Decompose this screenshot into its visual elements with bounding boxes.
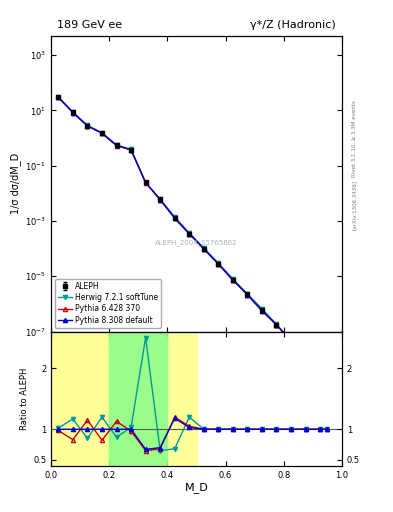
Y-axis label: 1/σ dσ/dM_D: 1/σ dσ/dM_D (10, 153, 21, 215)
Pythia 6.428 370 (158, 197, 163, 203)
Pythia 8.308 default (173, 215, 177, 221)
Text: 189 GeV ee: 189 GeV ee (57, 20, 122, 30)
Pythia 8.308 default (187, 230, 192, 237)
Pythia 6.428 370 (318, 371, 323, 377)
Pythia 6.428 370 (245, 292, 250, 298)
Pythia 6.428 370 (143, 180, 148, 186)
Pythia 8.308 default (216, 261, 221, 267)
Pythia 6.428 370 (56, 94, 61, 100)
Pythia 8.308 default (71, 110, 75, 116)
Herwig 7.2.1 softTune (129, 146, 134, 153)
Pythia 8.308 default (231, 277, 235, 283)
Line: Pythia 8.308 default: Pythia 8.308 default (56, 95, 329, 376)
Pythia 6.428 370 (100, 130, 105, 136)
Pythia 6.428 370 (71, 110, 75, 116)
Pythia 8.308 default (129, 147, 134, 153)
Herwig 7.2.1 softTune (303, 353, 308, 359)
Text: ALEPH_2004_S5765862: ALEPH_2004_S5765862 (155, 240, 238, 246)
Herwig 7.2.1 softTune (114, 142, 119, 148)
Herwig 7.2.1 softTune (216, 260, 221, 266)
Pythia 6.428 370 (325, 360, 330, 366)
Bar (51, 332, 196, 466)
Y-axis label: Ratio to ALEPH: Ratio to ALEPH (20, 368, 29, 430)
Herwig 7.2.1 softTune (318, 370, 323, 376)
Pythia 6.428 370 (289, 338, 294, 345)
Pythia 6.428 370 (231, 277, 235, 283)
Herwig 7.2.1 softTune (100, 130, 105, 136)
Pythia 8.308 default (56, 94, 61, 100)
Line: Pythia 6.428 370: Pythia 6.428 370 (56, 95, 329, 376)
Text: γ*/Z (Hadronic): γ*/Z (Hadronic) (250, 20, 336, 30)
Herwig 7.2.1 softTune (173, 214, 177, 220)
Herwig 7.2.1 softTune (231, 276, 235, 282)
Herwig 7.2.1 softTune (56, 94, 61, 100)
Pythia 8.308 default (303, 354, 308, 360)
Pythia 6.428 370 (274, 322, 279, 328)
Herwig 7.2.1 softTune (202, 245, 206, 251)
Herwig 7.2.1 softTune (85, 122, 90, 129)
Pythia 6.428 370 (114, 142, 119, 148)
Pythia 6.428 370 (187, 231, 192, 237)
Text: [arXiv:1306.3436]: [arXiv:1306.3436] (352, 180, 357, 230)
Pythia 8.308 default (100, 130, 105, 136)
Pythia 8.308 default (245, 291, 250, 297)
Pythia 6.428 370 (173, 215, 177, 221)
Line: Herwig 7.2.1 softTune: Herwig 7.2.1 softTune (56, 95, 329, 375)
Herwig 7.2.1 softTune (260, 306, 264, 312)
Herwig 7.2.1 softTune (158, 196, 163, 202)
Pythia 8.308 default (289, 338, 294, 345)
Pythia 8.308 default (325, 359, 330, 366)
Herwig 7.2.1 softTune (325, 358, 330, 364)
Text: Rivet 3.1.10, ≥ 3.3M events: Rivet 3.1.10, ≥ 3.3M events (352, 100, 357, 177)
Pythia 8.308 default (202, 246, 206, 252)
Legend: ALEPH, Herwig 7.2.1 softTune, Pythia 6.428 370, Pythia 8.308 default: ALEPH, Herwig 7.2.1 softTune, Pythia 6.4… (55, 279, 161, 328)
Pythia 6.428 370 (216, 261, 221, 267)
Pythia 6.428 370 (303, 354, 308, 360)
Pythia 6.428 370 (202, 246, 206, 252)
Bar (109, 332, 167, 466)
Herwig 7.2.1 softTune (245, 291, 250, 297)
Pythia 8.308 default (274, 322, 279, 328)
Pythia 6.428 370 (85, 123, 90, 129)
Herwig 7.2.1 softTune (274, 321, 279, 327)
Herwig 7.2.1 softTune (71, 109, 75, 115)
Herwig 7.2.1 softTune (187, 230, 192, 236)
X-axis label: M_D: M_D (185, 482, 208, 494)
Pythia 8.308 default (158, 197, 163, 203)
Pythia 8.308 default (114, 142, 119, 148)
Herwig 7.2.1 softTune (289, 337, 294, 344)
Pythia 8.308 default (85, 123, 90, 129)
Pythia 6.428 370 (260, 308, 264, 314)
Pythia 8.308 default (260, 307, 264, 313)
Pythia 8.308 default (318, 371, 323, 377)
Herwig 7.2.1 softTune (143, 180, 148, 186)
Pythia 6.428 370 (129, 147, 134, 153)
Pythia 8.308 default (143, 179, 148, 185)
